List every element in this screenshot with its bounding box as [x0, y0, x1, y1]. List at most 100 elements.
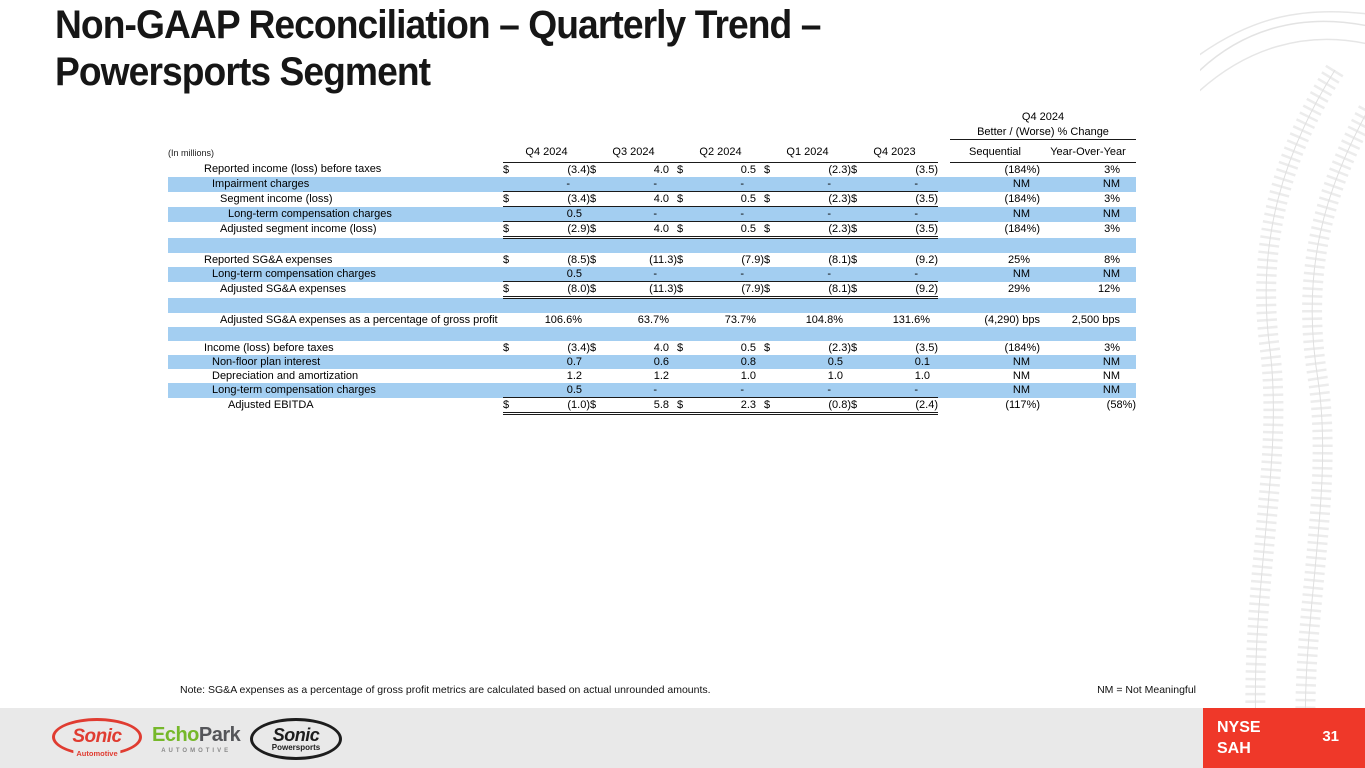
- dollar-sign-cell: [764, 313, 786, 327]
- value-cell: 1.0: [827, 369, 843, 382]
- table-row: Adjusted segment income (loss) $ (2.9) $4.0…: [168, 221, 1136, 239]
- value-cell: -: [914, 267, 918, 280]
- dollar-sign-cell: $: [851, 253, 858, 266]
- row-label: [168, 238, 503, 254]
- dollar-sign-cell: $: [590, 397, 612, 415]
- dollar-sign-cell: [851, 177, 873, 192]
- value-cell: 5.8: [612, 397, 677, 415]
- header-row-3: (In millions) Q4 2024 Q3 2024 Q2 2024 Q1…: [168, 139, 1137, 163]
- table-row: Long-term compensation charges 0.5 - - - - NM N…: [168, 383, 1137, 398]
- value-cell: (8.1): [786, 281, 851, 299]
- dollar-sign-cell: [764, 369, 786, 383]
- sonic-automotive-caption: Automotive: [73, 749, 121, 758]
- year-over-year-cell: NM: [1102, 267, 1121, 280]
- col-header-q4-2024: Q4 2024: [503, 139, 590, 163]
- value-cell: -: [653, 267, 657, 280]
- row-label: Long-term compensation charges: [212, 383, 376, 396]
- value-cell: (2.3): [786, 191, 851, 207]
- ticker-exchange: NYSE: [1217, 719, 1261, 736]
- row-label: Segment income (loss): [220, 192, 333, 205]
- row-label: Depreciation and amortization: [212, 369, 359, 382]
- value-cell: 0.5: [740, 341, 756, 354]
- dollar-sign-cell: [851, 267, 873, 282]
- dollar-sign-cell: $: [590, 163, 597, 176]
- dollar-sign-cell: $: [764, 221, 786, 239]
- dollar-sign-cell: $: [764, 281, 786, 299]
- dollar-sign-cell: [503, 267, 525, 282]
- value-cell: (7.9): [741, 253, 764, 266]
- dollar-sign-cell: [764, 207, 786, 222]
- gap-cell: [938, 177, 950, 192]
- sequential-cell: (117%): [1005, 399, 1040, 411]
- value-cell: (3.4): [567, 163, 590, 176]
- sequential-cell: 25%: [1007, 253, 1030, 266]
- change-header-quarter: Q4 2024: [1021, 111, 1065, 123]
- header-row-1: Q4 2024: [168, 110, 1136, 125]
- spacer-cell: [503, 298, 1136, 314]
- spacer-cell: [503, 327, 1136, 341]
- gap-cell: [938, 341, 950, 355]
- year-over-year-cell: NM: [1102, 177, 1121, 190]
- year-over-year-cell: NM: [1102, 383, 1121, 396]
- table-row: Adjusted EBITDA $ (1.0) $5.8 $2.3 $ (0.8) $ (2.4…: [168, 397, 1136, 415]
- dollar-sign-cell: [590, 207, 612, 222]
- dollar-sign-cell: $: [851, 281, 873, 299]
- sequential-cell: 29%: [1007, 283, 1030, 295]
- gap-cell: [938, 398, 950, 414]
- dollar-sign-cell: $: [764, 191, 786, 207]
- row-label: Adjusted EBITDA: [228, 399, 314, 411]
- gap-cell: [938, 267, 950, 282]
- table-row: Adjusted SG&A expenses as a percentage o…: [168, 313, 1136, 327]
- value-cell: (11.3): [612, 281, 677, 299]
- sequential-cell: (184%): [1004, 163, 1040, 176]
- row-label: Long-term compensation charges: [228, 207, 392, 220]
- gap-cell: [938, 282, 950, 298]
- nm-legend: NM = Not Meaningful: [1097, 684, 1196, 696]
- dollar-sign-cell: [503, 177, 525, 192]
- value-cell: (8.1): [828, 253, 851, 266]
- sonic-automotive-logo: Sonic Automotive: [52, 718, 142, 758]
- gap-cell: [938, 253, 950, 267]
- dollar-sign-cell: [851, 313, 873, 327]
- value-cell: -: [914, 177, 918, 190]
- ticker-symbol: SAH: [1217, 740, 1251, 757]
- sonic-automotive-wordmark: Sonic: [72, 726, 122, 747]
- value-cell: (9.2): [873, 281, 938, 299]
- value-cell: (3.5): [915, 163, 938, 176]
- year-over-year-cell: 12%: [1097, 283, 1121, 295]
- dollar-sign-cell: $: [590, 221, 612, 239]
- table-row: Long-term compensation charges 0.5 - - - - NM N…: [168, 267, 1137, 282]
- year-over-year-cell: 3%: [1104, 341, 1121, 354]
- value-cell: 0.5: [699, 221, 764, 239]
- value-cell: 4.0: [653, 163, 669, 176]
- table-row: Reported income (loss) before taxes $ (3.4…: [168, 163, 1136, 178]
- dollar-sign-cell: [677, 267, 699, 282]
- change-header-label: Better / (Worse) % Change: [950, 125, 1137, 140]
- table-row: Non-floor plan interest 0.7 0.6 0.8 0.5 0.1 NM…: [168, 355, 1137, 369]
- page-title-line1: Non-GAAP Reconciliation – Quarterly Tren…: [55, 3, 821, 47]
- value-cell: -: [740, 383, 744, 396]
- col-header-q2-2024: Q2 2024: [677, 139, 764, 163]
- dollar-sign-cell: $: [503, 253, 510, 266]
- value-cell: 1.2: [653, 369, 669, 382]
- dollar-sign-cell: $: [764, 341, 771, 354]
- value-cell: 0.1: [914, 355, 930, 368]
- value-cell: (8.5): [567, 253, 590, 266]
- table-container: Q4 2024 Better / (Worse) % Change (In mi…: [168, 110, 1137, 415]
- dollar-sign-cell: [503, 369, 525, 383]
- col-header-q3-2024: Q3 2024: [590, 139, 677, 163]
- gap-cell: [938, 355, 950, 369]
- sonic-powersports-wordmark: Sonic: [272, 724, 320, 745]
- value-cell: -: [914, 207, 918, 220]
- row-label: Impairment charges: [212, 177, 310, 190]
- gap-cell: [938, 369, 950, 383]
- dollar-sign-cell: $: [851, 397, 873, 415]
- value-cell: -: [653, 207, 657, 220]
- value-cell: -: [740, 177, 744, 190]
- gap-cell: [938, 313, 950, 327]
- sequential-cell: (184%): [1004, 341, 1040, 354]
- dollar-sign-cell: [764, 267, 786, 282]
- spacer-row: [168, 237, 1137, 254]
- dollar-sign-cell: $: [764, 397, 786, 415]
